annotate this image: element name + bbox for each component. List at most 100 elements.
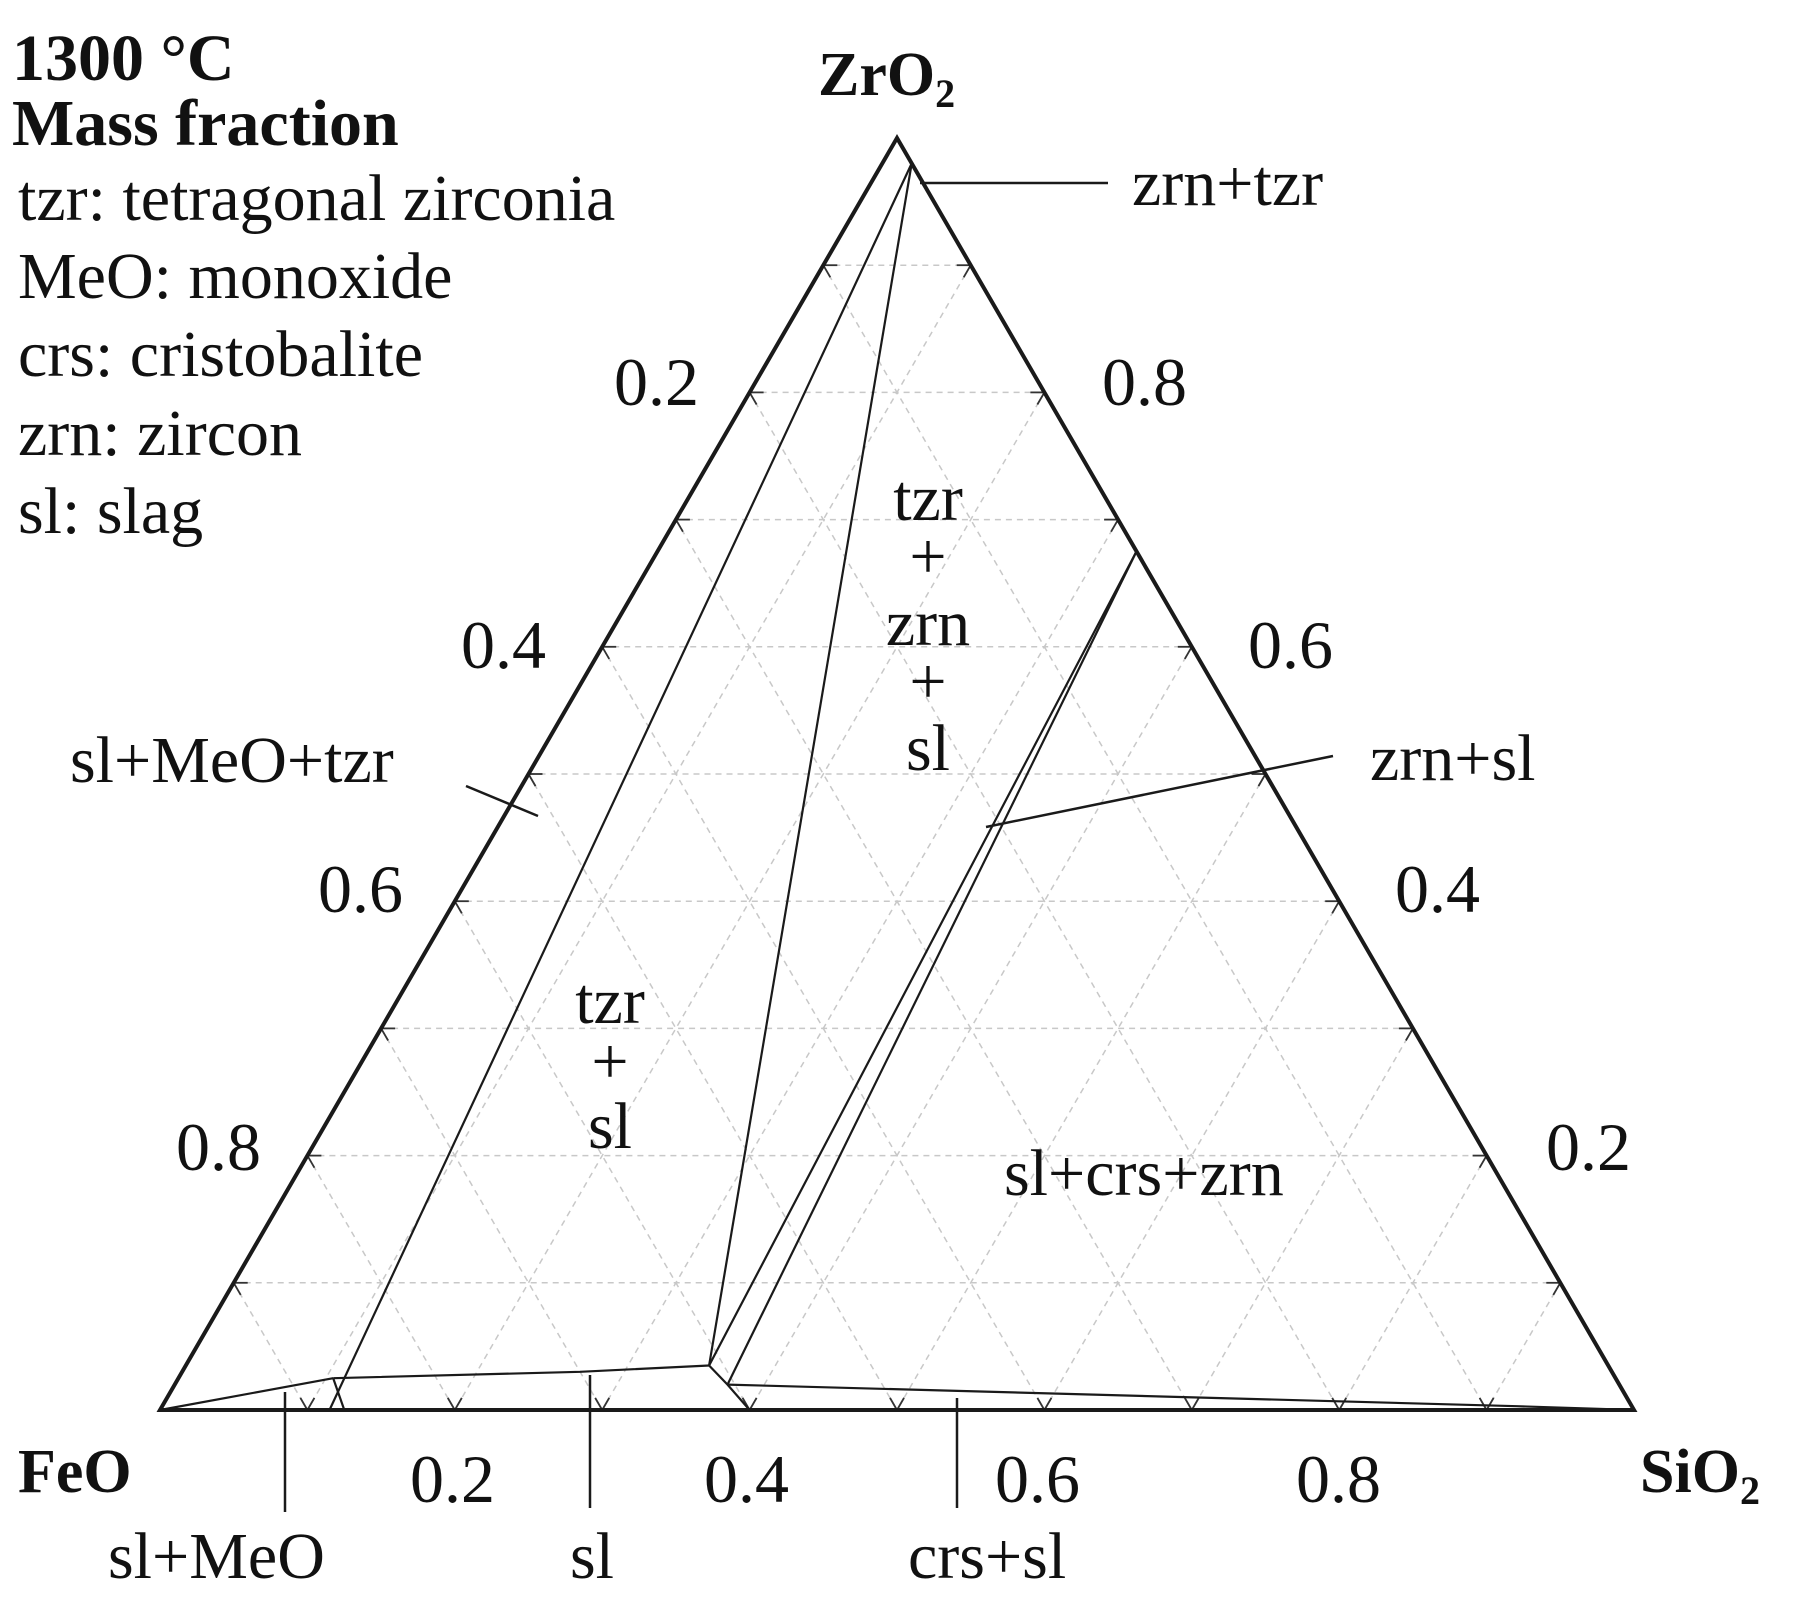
tick-mark-left: [601, 646, 610, 660]
legend-basis: Mass fraction: [12, 87, 399, 160]
tick-label-left-0.8: 0.8: [176, 1109, 261, 1185]
region-label-tzr-zrn-sl-line: zrn: [886, 587, 970, 660]
tick-mark-bottom: [447, 1397, 456, 1411]
tick-mark-right: [1552, 1282, 1562, 1296]
tick-label-right-0.2: 0.2: [1546, 1109, 1631, 1185]
tick-label-right-0.6: 0.6: [1248, 607, 1333, 683]
tick-mark-left: [822, 264, 832, 278]
region-label-tzr-zrn-sl-line: +: [909, 645, 946, 718]
grid-line-feo: [748, 392, 1340, 1411]
grid-line-sio2: [454, 392, 1046, 1411]
tick-mark-right: [1110, 519, 1119, 533]
phase-boundary: [727, 1383, 1635, 1412]
tick-mark-bottom: [1485, 1397, 1495, 1411]
region-label-tzr-zrn-sl-line: +: [909, 520, 946, 593]
tick-mark-bottom: [1191, 1397, 1200, 1411]
region-label-tzr-zrn-sl: tzr + zrn + sl: [886, 462, 970, 785]
phase-boundaries: [159, 162, 1635, 1412]
tick-mark-left: [748, 391, 758, 405]
tick-mark-right: [1184, 646, 1193, 660]
grid-line-sio2: [748, 646, 1193, 1411]
tick-label-bottom-0.6: 0.6: [995, 1441, 1080, 1517]
region-label-sl-meo: sl+MeO: [108, 1520, 325, 1593]
grid-line-feo: [306, 1155, 456, 1411]
region-label-crs-sl: crs+sl: [908, 1520, 1066, 1593]
vertex-label-feo: FeO: [18, 1438, 132, 1506]
tick-mark-bottom: [896, 1397, 905, 1411]
region-label-sl-meo-tzr: sl+MeO+tzr: [70, 724, 394, 797]
tick-mark-right: [962, 264, 972, 278]
tick-mark-bottom: [1043, 1397, 1053, 1411]
grid-line-sio2: [1338, 1155, 1488, 1411]
tick-mark-left: [527, 773, 537, 787]
legend-entry-zrn: zrn: zircon: [18, 397, 302, 470]
region-label-tzr-sl-line: sl: [588, 1090, 632, 1163]
tick-mark-bottom: [889, 1397, 898, 1411]
region-label-zrn-tzr: zrn+tzr: [1132, 147, 1323, 220]
tick-mark-left: [232, 1282, 242, 1296]
phase-boundary: [333, 1364, 710, 1380]
axis-ticks: [232, 264, 1562, 1411]
tick-label-bottom-0.2: 0.2: [410, 1441, 495, 1517]
legend-entry-crs: crs: cristobalite: [18, 318, 423, 391]
tick-mark-left: [454, 900, 463, 914]
tick-mark-right: [1331, 900, 1340, 914]
tick-mark-bottom: [306, 1397, 316, 1411]
tick-mark-bottom: [1338, 1397, 1347, 1411]
tick-mark-left: [675, 519, 684, 533]
tick-mark-left: [380, 1027, 389, 1041]
legend-entry-meo: MeO: monoxide: [18, 240, 452, 313]
tick-mark-right: [1405, 1027, 1414, 1041]
tick-label-left-0.6: 0.6: [318, 851, 403, 927]
tick-mark-right: [1478, 1155, 1488, 1169]
tick-mark-bottom: [1184, 1397, 1193, 1411]
region-label-tzr-sl-line: tzr: [575, 965, 645, 1038]
phase-boundary: [328, 162, 913, 1411]
legend-entry-tzr: tzr: tetragonal zirconia: [18, 162, 615, 235]
grid-line-feo: [233, 1282, 309, 1411]
region-label-tzr-sl-line: +: [591, 1025, 628, 1098]
region-label-sl: sl: [570, 1520, 614, 1593]
tick-mark-right: [1257, 773, 1267, 787]
grid-line-feo: [822, 264, 1488, 1411]
leader-zrn-sl: [985, 754, 1334, 829]
phase-boundary: [726, 550, 1138, 1386]
grid-line-feo: [380, 1028, 603, 1411]
triangle-frame: [156, 134, 1638, 1412]
tick-mark-bottom: [1478, 1397, 1488, 1411]
grid-line-sio2: [1485, 1282, 1561, 1411]
legend-entry-sl: sl: slag: [18, 475, 203, 548]
tick-label-left-0.4: 0.4: [461, 607, 546, 683]
region-label-zrn-sl: zrn+sl: [1370, 722, 1536, 795]
tick-mark-bottom: [299, 1397, 309, 1411]
region-label-tzr-zrn-sl-line: sl: [906, 712, 950, 785]
phase-boundary: [159, 1377, 334, 1412]
tick-label-bottom-0.4: 0.4: [704, 1441, 789, 1517]
tick-label-right-0.4: 0.4: [1395, 851, 1480, 927]
grid-line-feo: [527, 773, 898, 1411]
tick-mark-bottom: [748, 1397, 758, 1411]
tick-label-left-0.2: 0.2: [614, 344, 699, 420]
tick-mark-left: [306, 1155, 316, 1169]
tick-mark-right: [1036, 391, 1046, 405]
legend-temperature: 1300 °C: [12, 22, 235, 95]
grid-line-sio2: [306, 264, 972, 1411]
vertex-label-sio2: SiO2: [1640, 1438, 1760, 1513]
phase-boundary: [332, 1377, 346, 1411]
tick-mark-bottom: [601, 1397, 610, 1411]
phase-boundary: [708, 163, 913, 1366]
phase-boundary: [708, 1364, 751, 1411]
label-leaders: [283, 181, 1334, 1512]
grid-line-sio2: [896, 773, 1267, 1411]
tick-mark-bottom: [1331, 1397, 1340, 1411]
vertex-label-zro2: ZrO2: [818, 41, 955, 116]
composition-grid: [233, 264, 1561, 1411]
region-label-tzr-zrn-sl-line: tzr: [893, 462, 963, 535]
region-label-sl-crs-zrn: sl+crs+zrn: [1004, 1137, 1284, 1210]
tick-mark-bottom: [1036, 1397, 1046, 1411]
region-label-tzr-sl: tzr + sl: [575, 965, 645, 1163]
tick-label-bottom-0.8: 0.8: [1296, 1441, 1381, 1517]
tick-mark-bottom: [454, 1397, 463, 1411]
grid-line-sio2: [1191, 1028, 1414, 1411]
